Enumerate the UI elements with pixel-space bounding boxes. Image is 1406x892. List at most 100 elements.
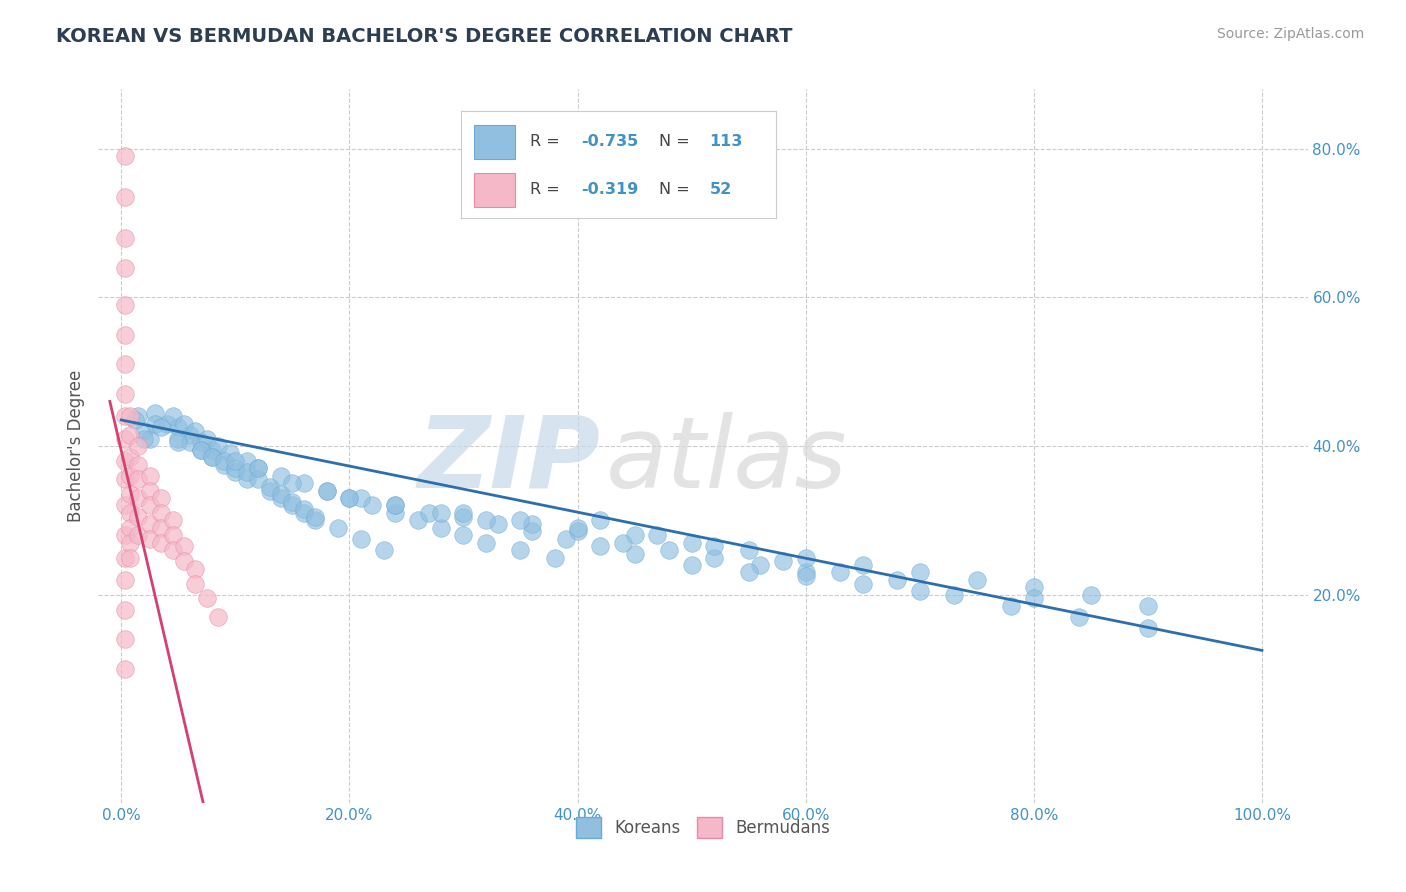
Point [184,576,207,591]
Point [247,461,270,475]
Point [120,550,142,565]
Point [315,483,337,498]
Point [647,528,669,542]
Point [201,442,224,457]
Point [772,554,794,568]
Point [139,483,162,498]
Point [145,417,167,431]
Point [132,432,155,446]
Point [150,506,173,520]
Point [589,513,612,527]
Point [184,562,207,576]
Point [114,472,136,486]
Point [555,532,578,546]
Point [292,506,315,520]
Point [150,535,173,549]
Legend: Koreans, Bermudans: Koreans, Bermudans [569,811,837,845]
Point [114,573,136,587]
Point [235,465,257,479]
Point [167,420,190,434]
Point [114,231,136,245]
Point [127,528,149,542]
Point [567,521,589,535]
Point [173,417,195,431]
Point [886,573,908,587]
Point [184,424,207,438]
Point [453,528,475,542]
Point [120,535,142,549]
Point [114,298,136,312]
Point [852,576,875,591]
Point [1022,591,1045,606]
Point [966,573,988,587]
Point [567,524,589,539]
Point [703,550,725,565]
Point [139,499,162,513]
Point [361,499,384,513]
Point [589,539,612,553]
Point [120,409,142,424]
Point [292,476,315,491]
Point [114,602,136,616]
Point [179,435,201,450]
Point [486,516,509,531]
Point [337,491,360,505]
Point [544,550,567,565]
Point [114,454,136,468]
Point [114,327,136,342]
Point [114,499,136,513]
Point [623,547,645,561]
Point [1136,599,1159,613]
Point [315,483,337,498]
Point [453,509,475,524]
Point [453,506,475,520]
Point [1000,599,1022,613]
Point [190,435,212,450]
Point [509,513,531,527]
Point [681,558,703,572]
Point [173,539,195,553]
Point [520,516,543,531]
Point [623,528,645,542]
Point [114,432,136,446]
Point [179,427,201,442]
Point [167,435,190,450]
Point [235,472,257,486]
Point [737,566,759,580]
Point [114,632,136,647]
Point [520,524,543,539]
Point [1080,588,1102,602]
Point [304,509,326,524]
Point [127,409,149,424]
Point [794,550,817,565]
Point [201,450,224,464]
Point [852,558,875,572]
Point [120,487,142,501]
Point [167,432,190,446]
Point [127,439,149,453]
Point [828,566,851,580]
Point [120,521,142,535]
Point [150,521,173,535]
Point [114,260,136,275]
Point [132,424,155,438]
Point [942,588,965,602]
Point [350,491,373,505]
Text: ZIP: ZIP [418,412,600,508]
Point [120,427,142,442]
Point [120,506,142,520]
Point [150,420,173,434]
Point [749,558,772,572]
Point [794,566,817,580]
Point [162,513,184,527]
Point [127,491,149,505]
Point [150,491,173,505]
Point [114,149,136,163]
Point [127,509,149,524]
Point [703,539,725,553]
Point [373,543,395,558]
Point [120,450,142,464]
Point [292,502,315,516]
Point [145,405,167,419]
Point [384,499,406,513]
